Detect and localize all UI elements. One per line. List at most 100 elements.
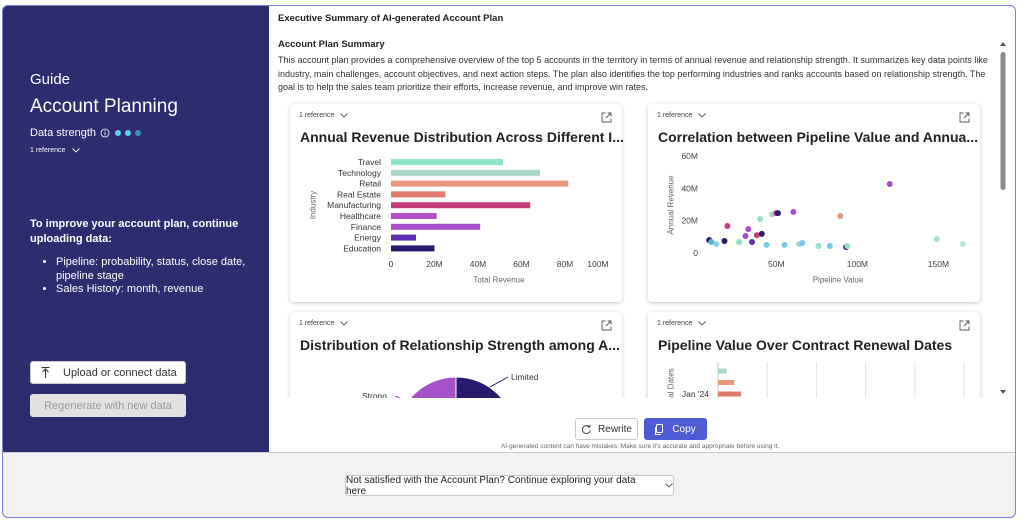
- explore-button[interactable]: Not satisfied with the Account Plan? Con…: [345, 474, 674, 497]
- expand-path: [601, 112, 612, 123]
- scatter-point: [844, 243, 851, 250]
- expand-icon[interactable]: [959, 112, 970, 123]
- upload-label: Upload or connect data: [63, 366, 177, 379]
- scatter-point: [959, 240, 966, 247]
- chart-title: Annual Revenue Distribution Across Diffe…: [300, 129, 624, 145]
- chart-reference[interactable]: 1 reference: [299, 320, 349, 327]
- bar: [391, 191, 446, 198]
- pie-label: Limited: [511, 372, 539, 382]
- chart-reference[interactable]: 1 reference: [657, 112, 707, 119]
- chevron: [340, 321, 349, 326]
- expand-icon[interactable]: [601, 320, 612, 331]
- x-tick-label: 60M: [513, 259, 530, 269]
- rewrite-button[interactable]: Rewrite: [575, 418, 638, 440]
- reference-label: 1 reference: [30, 147, 66, 154]
- x-tick-label: 100M: [587, 259, 608, 269]
- chart-title: Correlation between Pipeline Value and A…: [658, 129, 978, 145]
- plan-content: Executive Summary of AI-generated Accoun…: [269, 6, 997, 398]
- x-axis-title: Pipeline Value: [813, 276, 864, 285]
- chart-card: Travel Technology Retail Real Estate Manufac…: [290, 104, 624, 302]
- bar: [391, 245, 435, 252]
- scatter-point: [758, 230, 765, 237]
- expand-path: [959, 320, 970, 331]
- bar: [391, 223, 481, 230]
- reference-label: 1 reference: [657, 112, 693, 119]
- scatter-point: [781, 241, 788, 248]
- rewrite-icon: [582, 424, 591, 434]
- bullet: Pipeline: probability, status, close dat…: [56, 256, 252, 283]
- scatter-point: [724, 223, 731, 230]
- scatter-point: [815, 243, 822, 250]
- x-tick-label: 50M: [768, 259, 785, 269]
- expand-path: [959, 112, 970, 123]
- scatter-point: [837, 212, 844, 219]
- x-tick-label: 100M: [847, 259, 868, 269]
- chart-plot: Limited Strong: [362, 372, 539, 398]
- x-tick-label: 150M: [928, 259, 949, 269]
- category-label: Real Estate: [337, 189, 381, 199]
- scatter-point: [753, 232, 760, 239]
- rewrite-label: Rewrite: [598, 423, 632, 435]
- scatter-point: [736, 239, 743, 246]
- chevron-path: [698, 113, 707, 118]
- disclaimer: AI-generated content can have mistakes. …: [500, 443, 780, 450]
- chevron: [340, 113, 349, 118]
- scatter-point: [774, 210, 781, 217]
- pie-slice: [455, 376, 503, 398]
- x-tick-label: 40M: [470, 259, 487, 269]
- y-tick-label: 60M: [681, 151, 698, 161]
- explore-label: Not satisfied with the Account Plan? Con…: [346, 474, 636, 497]
- chart-reference[interactable]: 1 reference: [657, 320, 707, 327]
- category-label: Jan '24: [682, 389, 709, 398]
- upload-button[interactable]: Upload or connect data: [30, 361, 186, 384]
- x-tick-label: 0: [389, 259, 394, 269]
- category-label: Technology: [338, 168, 382, 178]
- chart-reference[interactable]: 1 reference: [299, 112, 349, 119]
- category-label: Retail: [359, 179, 381, 189]
- bar: [391, 169, 540, 176]
- y-tick-label: 20M: [681, 216, 698, 226]
- guide-title: Account Planning: [30, 96, 178, 117]
- reference-label: 1 reference: [299, 112, 335, 119]
- x-tick-label: 20M: [426, 259, 443, 269]
- expand-icon[interactable]: [601, 112, 612, 123]
- category-label: Healthcare: [340, 211, 381, 221]
- chart-title: Distribution of Relationship Strength am…: [300, 337, 620, 353]
- scrollbar[interactable]: [999, 40, 1007, 398]
- data-strength-label: Data strength: [30, 127, 97, 139]
- copy-button[interactable]: Copy: [644, 418, 707, 440]
- strength-dots: [115, 130, 142, 136]
- scatter-point: [799, 239, 806, 246]
- bar: [391, 159, 504, 165]
- leader-line: [394, 395, 402, 398]
- chart-card: 0 20M 40M 60M 50M 100M 150M Pipeline Value Annua…: [648, 104, 980, 302]
- expand-icon[interactable]: [959, 320, 970, 331]
- chevron-path: [698, 321, 707, 326]
- info-icon[interactable]: [100, 128, 110, 138]
- chevron-path: [340, 321, 349, 326]
- category-label: Manufacturing: [327, 200, 381, 210]
- scatter-point: [763, 241, 770, 248]
- chevron: [72, 148, 81, 153]
- scrollbar-graphic: [1000, 42, 1006, 394]
- guide-label: Guide: [30, 71, 71, 88]
- regenerate-button[interactable]: Regenerate with new data: [30, 394, 186, 417]
- improve-text: To improve your account plan, continue u…: [30, 218, 239, 245]
- chart-plot: 0 20M 40M 60M 50M 100M 150M Pipeline Value Annua…: [667, 151, 966, 285]
- chart-card: Jan '24 al Dates 1 reference Pipeline Value…: [648, 312, 980, 398]
- bar: [718, 391, 742, 397]
- bar: [391, 180, 569, 187]
- data-strength: Data strength: [30, 127, 144, 139]
- scatter-point: [708, 239, 715, 246]
- scatter-point: [886, 180, 893, 187]
- chart-card: Limited Strong 1 reference Distribution of …: [290, 312, 622, 398]
- scatter-point: [721, 238, 728, 245]
- bar: [391, 213, 437, 219]
- section-title: Account Plan Summary: [278, 39, 385, 50]
- plan-header: Executive Summary of AI-generated Accoun…: [278, 13, 504, 24]
- scatter-point: [933, 235, 940, 242]
- y-axis-title: al Dates: [667, 368, 676, 397]
- expand-path: [601, 320, 612, 331]
- reference[interactable]: 1 reference: [30, 147, 81, 154]
- bar: [718, 380, 735, 385]
